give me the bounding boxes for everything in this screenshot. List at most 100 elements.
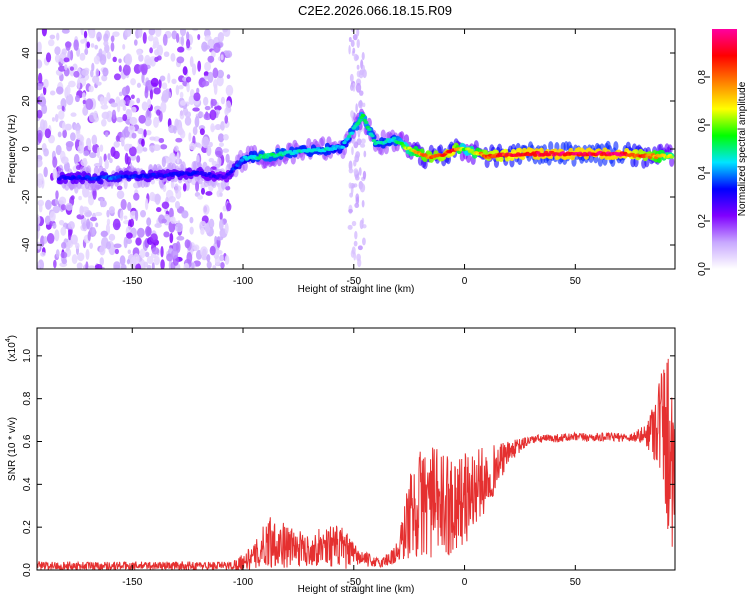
noise-cell (348, 160, 353, 171)
colorbar-tick-label: 0.2 (697, 214, 708, 228)
noise-cell (224, 115, 229, 124)
noise-cell (99, 96, 105, 105)
colorbar-ticks: 0.0 0.2 0.4 0.6 0.8 (697, 70, 710, 276)
noise-cell (358, 70, 364, 79)
noise-cell (172, 125, 177, 134)
noise-cell (99, 54, 107, 66)
noise-cell (160, 246, 164, 258)
noise-cell (176, 235, 185, 241)
snr-scale-exponent: 4 (5, 338, 12, 342)
noise-cell (130, 94, 135, 100)
noise-cell (37, 132, 42, 144)
noise-cell (51, 117, 55, 122)
noise-cell (88, 85, 94, 93)
noise-cell (90, 43, 95, 48)
snr-x-tick-label: -150 (122, 577, 142, 588)
ridge-cell (256, 156, 262, 160)
noise-cell (73, 70, 80, 78)
noise-cell (179, 110, 185, 120)
noise-cell (357, 245, 363, 251)
ridge-cell (98, 178, 104, 185)
noise-cell (41, 104, 48, 115)
noise-cell (204, 61, 212, 72)
noise-cell (57, 131, 62, 138)
noise-cell (52, 205, 61, 214)
noise-cell (110, 42, 115, 52)
noise-cell (121, 86, 129, 97)
noise-cell (73, 153, 80, 165)
noise-cell (189, 56, 194, 68)
noise-cell (150, 147, 155, 153)
noise-cell (41, 29, 47, 37)
noise-cell (361, 200, 365, 208)
noise-cell (120, 263, 127, 269)
noise-cell (71, 254, 78, 265)
ridge-cell (367, 127, 372, 132)
noise-cell (85, 211, 93, 217)
noise-cell (40, 235, 45, 247)
noise-cell (219, 212, 223, 221)
noise-cell (168, 152, 177, 165)
noise-cell (100, 230, 108, 238)
ridge-cell (229, 170, 234, 174)
noise-cell (62, 129, 67, 139)
noise-cell (114, 248, 119, 255)
ridge-cell (669, 156, 675, 167)
ridge-cell (346, 134, 352, 139)
noise-cell (357, 258, 362, 268)
snr-y-ticks: 0.0 0.2 0.4 0.6 0.8 1.0 (22, 348, 675, 577)
noise-cell (52, 222, 57, 229)
noise-cell (149, 47, 153, 54)
noise-cell (212, 265, 217, 269)
noise-cell (94, 44, 99, 50)
noise-cell (73, 39, 79, 51)
noise-cell (191, 262, 195, 269)
noise-cell (170, 249, 179, 259)
noise-cell (150, 233, 158, 243)
noise-cell (37, 59, 43, 69)
noise-cell (129, 218, 135, 228)
noise-cell (175, 84, 180, 96)
noise-cell (69, 66, 74, 71)
noise-cell (109, 158, 113, 164)
noise-cell (87, 230, 91, 242)
noise-cell (89, 152, 97, 159)
noise-cell (69, 70, 75, 77)
noise-cell (222, 29, 229, 33)
noise-cell (206, 145, 212, 157)
noise-cell (161, 201, 170, 210)
noise-cell (75, 95, 80, 103)
noise-cell (40, 251, 46, 257)
noise-cell (362, 170, 367, 180)
noise-cell (360, 143, 366, 148)
noise-cell (354, 202, 360, 208)
spectrogram-y-label: Frequency (Hz) (7, 115, 18, 184)
noise-cell (49, 210, 56, 222)
noise-cell (115, 96, 121, 105)
noise-cell (206, 254, 211, 263)
noise-cell (353, 159, 357, 167)
noise-cell (130, 256, 136, 268)
noise-cell (177, 127, 184, 136)
spectrogram-y-tick-label: -20 (21, 189, 32, 204)
noise-cell (176, 56, 185, 64)
ridge-cell (517, 147, 523, 154)
noise-cell (80, 159, 88, 167)
noise-cell (110, 102, 118, 108)
noise-cell (45, 52, 52, 63)
noise-cell (200, 187, 205, 195)
noise-cell (178, 84, 184, 90)
noise-cell (207, 55, 215, 63)
noise-cell (65, 93, 74, 106)
noise-cell (76, 262, 83, 269)
noise-cell (209, 109, 217, 121)
noise-cell (64, 41, 72, 48)
noise-cell (107, 153, 111, 161)
spectrogram-y-tick-label: 0 (21, 146, 32, 152)
noise-cell (58, 65, 66, 72)
noise-cell (359, 219, 364, 230)
noise-cell (88, 29, 94, 39)
noise-cell (213, 83, 218, 95)
noise-cell (158, 78, 162, 89)
noise-cell (120, 198, 127, 211)
